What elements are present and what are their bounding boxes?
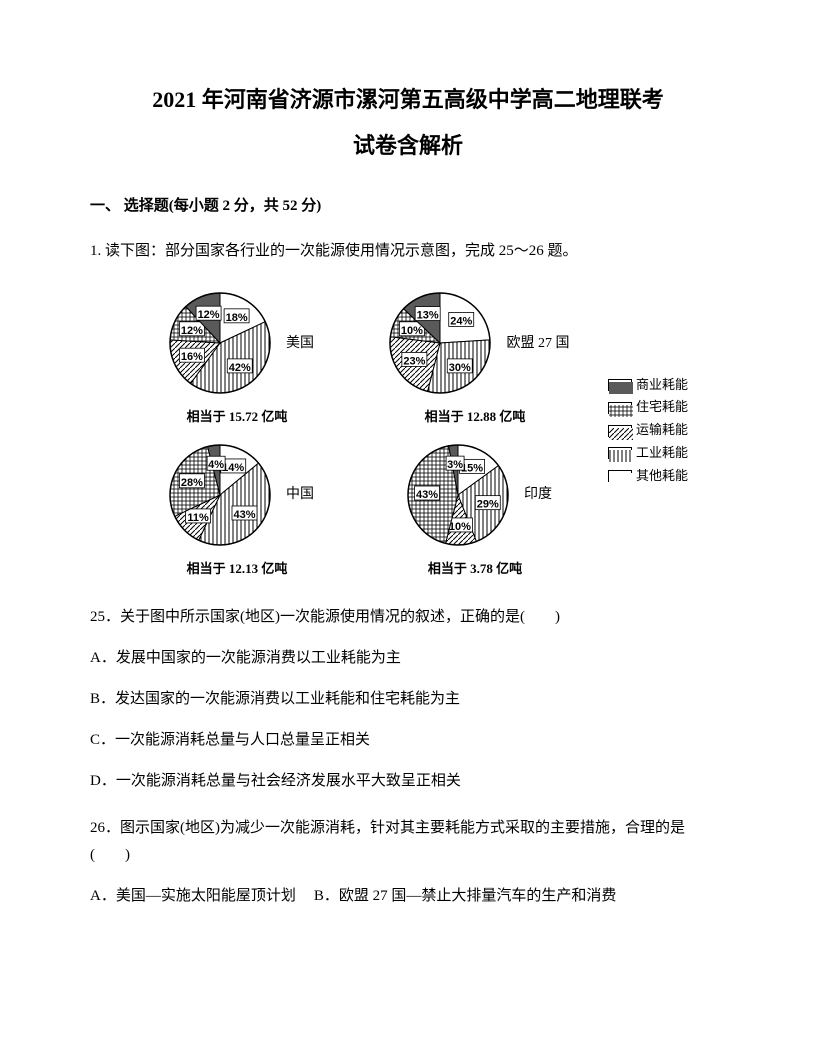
legend-swatch (608, 402, 632, 414)
q25-option-b: B．发达国家的一次能源消费以工业耗能和住宅耗能为主 (90, 686, 726, 713)
chart-eu: 24% 30% 23% 10% 13% 欧盟 27 国 相当于 12.88 亿吨 (380, 283, 569, 428)
svg-text:4%: 4% (208, 459, 224, 471)
chart-eu-name: 欧盟 27 国 (506, 331, 569, 356)
chart-india: 15%29%10%43%3% 印度 相当于 3.78 亿吨 (398, 435, 552, 580)
svg-text:42%: 42% (229, 362, 251, 374)
svg-text:23%: 23% (404, 356, 426, 368)
legend-swatch (608, 470, 632, 482)
svg-text:30%: 30% (449, 362, 471, 374)
legend-swatch (608, 425, 632, 437)
legend-item: 工业耗能 (608, 443, 688, 464)
svg-text:12%: 12% (198, 309, 220, 321)
page-title-line1: 2021 年河南省济源市漯河第五高级中学高二地理联考 (90, 80, 726, 120)
chart-india-caption: 相当于 3.78 亿吨 (428, 557, 522, 580)
legend-item: 住宅耗能 (608, 397, 688, 418)
question-1-intro: 1. 读下图：部分国家各行业的一次能源使用情况示意图，完成 25～26 题。 (90, 238, 726, 265)
legend-label: 住宅耗能 (636, 397, 688, 418)
svg-text:16%: 16% (181, 351, 203, 363)
chart-usa-caption: 相当于 15.72 亿吨 (187, 405, 288, 428)
chart-china-name: 中国 (286, 482, 314, 507)
svg-text:12%: 12% (181, 325, 203, 337)
svg-text:3%: 3% (447, 459, 463, 471)
q25-option-c: C．一次能源消耗总量与人口总量呈正相关 (90, 727, 726, 754)
chart-india-name: 印度 (524, 482, 552, 507)
svg-text:13%: 13% (417, 310, 439, 322)
chart-usa: 18% 42% 16% 12% 12% 美国 相当于 15.72 亿吨 (160, 283, 314, 428)
legend-label: 其他耗能 (636, 466, 688, 487)
question-26: 26．图示国家(地区)为减少一次能源消耗，针对其主要耗能方式采取的主要措施，合理… (90, 815, 726, 869)
pie-china: 14% 43% 11% 28% 4% (160, 435, 280, 555)
pie-usa: 18% 42% 16% 12% 12% (160, 283, 280, 403)
pie-eu: 24% 30% 23% 10% 13% (380, 283, 500, 403)
legend-swatch (608, 379, 632, 391)
legend-item: 运输耗能 (608, 420, 688, 441)
svg-text:24%: 24% (451, 316, 473, 328)
q26-option-a: A．美国—实施太阳能屋顶计划 (90, 883, 296, 910)
svg-text:14%: 14% (222, 462, 244, 474)
chart-usa-name: 美国 (286, 331, 314, 356)
pie-india: 15%29%10%43%3% (398, 435, 518, 555)
section-1-header: 一、 选择题(每小题 2 分，共 52 分) (90, 193, 726, 220)
legend-swatch (608, 447, 632, 459)
svg-text:10%: 10% (449, 521, 471, 533)
svg-text:43%: 43% (233, 509, 255, 521)
chart-china-caption: 相当于 12.13 亿吨 (187, 557, 288, 580)
charts-grid: 18% 42% 16% 12% 12% 美国 相当于 15.72 亿吨 24% 30% 23… (128, 283, 688, 580)
svg-text:29%: 29% (477, 498, 499, 510)
chart-eu-caption: 相当于 12.88 亿吨 (425, 405, 526, 428)
svg-text:43%: 43% (416, 489, 438, 501)
q25-option-a: A．发展中国家的一次能源消费以工业耗能为主 (90, 645, 726, 672)
legend-item: 其他耗能 (608, 466, 688, 487)
chart-china: 14% 43% 11% 28% 4% 中国 相当于 12.13 亿吨 (160, 435, 314, 580)
chart-legend: 商业耗能住宅耗能运输耗能工业耗能其他耗能 (604, 375, 688, 489)
q25-option-d: D．一次能源消耗总量与社会经济发展水平大致呈正相关 (90, 768, 726, 795)
page-title-line2: 试卷含解析 (90, 126, 726, 166)
q26-option-b: B．欧盟 27 国—禁止大排量汽车的生产和消费 (314, 883, 617, 910)
legend-label: 运输耗能 (636, 420, 688, 441)
svg-text:11%: 11% (187, 511, 209, 523)
svg-text:28%: 28% (181, 476, 203, 488)
legend-label: 工业耗能 (636, 443, 688, 464)
svg-text:10%: 10% (401, 325, 423, 337)
legend-label: 商业耗能 (636, 375, 688, 396)
svg-text:18%: 18% (226, 312, 248, 324)
legend-item: 商业耗能 (608, 375, 688, 396)
question-25: 25．关于图中所示国家(地区)一次能源使用情况的叙述，正确的是( ) (90, 604, 726, 631)
